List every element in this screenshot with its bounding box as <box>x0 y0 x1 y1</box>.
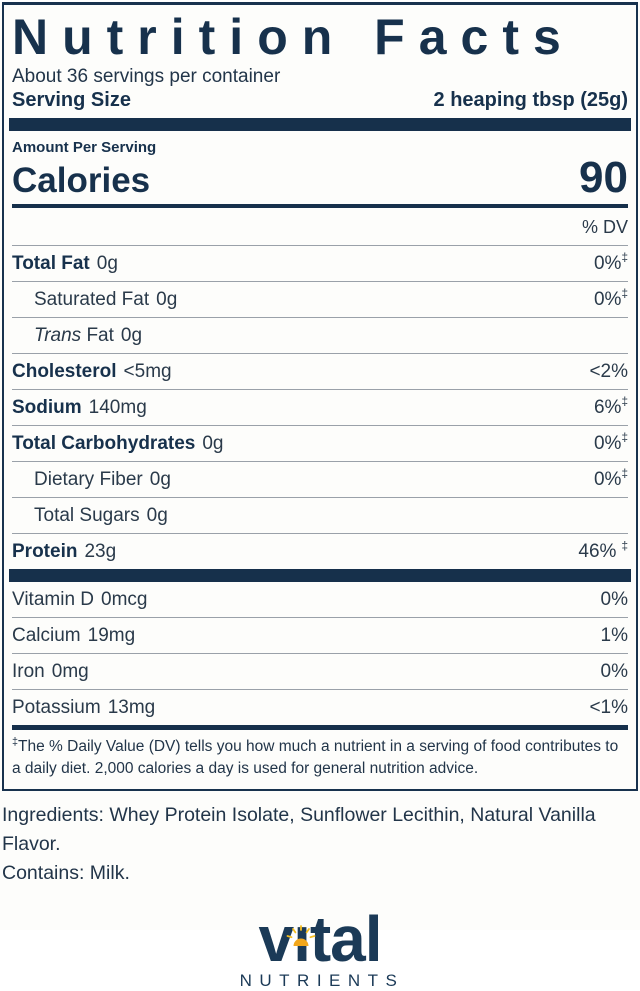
percent-dv-header: % DV <box>581 217 628 238</box>
nutrient-name: Protein 23g <box>12 541 117 563</box>
servings-per-container: About 36 servings per container <box>12 66 281 87</box>
nutrient-name: Saturated Fat 0g <box>34 289 178 311</box>
brand-logo: vı tal NUTRIENTS <box>0 907 640 991</box>
nutrient-name: Potassium 13mg <box>12 697 156 719</box>
nutrient-amount: 0mcg <box>101 589 148 611</box>
serving-size-label: Serving Size <box>12 89 131 111</box>
ingredients-block: Ingredients: Whey Protein Isolate, Sunfl… <box>2 801 632 889</box>
divider-above-footnote <box>12 725 628 731</box>
nutrient-amount: 140mg <box>88 397 147 419</box>
nutrient-amount: 19mg <box>87 625 136 647</box>
divider-under-calories <box>12 204 628 209</box>
nutrient-row: Calcium 19mg 1% <box>12 617 628 653</box>
nutrient-row: Cholesterol <5mg <2% <box>12 353 628 389</box>
calories-label: Calories <box>12 161 151 200</box>
divider-thick-protein <box>9 569 631 583</box>
panel-title: Nutrition Facts <box>12 12 575 62</box>
calories-value: 90 <box>579 153 628 202</box>
brand-wordmark: vı tal <box>258 907 382 971</box>
footnote-text: The % Daily Value (DV) tells you how muc… <box>12 738 619 778</box>
serving-size-row: Serving Size 2 heaping tbsp (25g) <box>12 89 628 112</box>
nutrient-dv: 6%‡ <box>593 395 628 419</box>
nutrient-row: Iron 0mg 0% <box>12 653 628 689</box>
vitamin-rows: Vitamin D 0mcg 0% Calcium 19mg 1% Iron 0mg 0% Pot… <box>4 582 636 725</box>
nutrient-name: Iron 0mg <box>12 661 89 683</box>
nutrient-row: Vitamin D 0mcg 0% <box>12 582 628 617</box>
nutrient-amount: 0g <box>120 325 143 347</box>
nutrient-row: Total Fat 0g 0%‡ <box>12 245 628 281</box>
nutrient-name: Total Carbohydrates 0g <box>12 433 224 455</box>
daily-value-footnote: ‡The % Daily Value (DV) tells you how mu… <box>4 730 636 789</box>
nutrient-row: Saturated Fat 0g 0%‡ <box>12 281 628 317</box>
nutrient-name: Calcium 19mg <box>12 625 136 647</box>
footnote-dagger-marker: ‡ <box>12 736 19 749</box>
nutrient-name: Dietary Fiber 0g <box>34 469 171 491</box>
nutrient-amount: 23g <box>84 541 117 563</box>
nutrient-dv: 0% <box>600 589 628 611</box>
nutrient-dv: 0% <box>600 661 628 683</box>
nutrient-amount: 0g <box>146 505 168 527</box>
nutrient-row: Total Carbohydrates 0g 0%‡ <box>12 425 628 461</box>
nutrient-amount: 13mg <box>107 697 156 719</box>
nutrient-amount: 0g <box>156 289 178 311</box>
contains-line: Contains: Milk. <box>2 862 130 885</box>
calories-row: Calories 90 <box>12 156 628 201</box>
nutrient-amount: 0mg <box>51 661 89 683</box>
nutrient-amount: <5mg <box>123 361 172 383</box>
nutrient-name: Total Sugars 0g <box>34 505 168 527</box>
nutrient-row: Trans Fat 0g <box>12 317 628 353</box>
nutrient-amount: 0g <box>202 433 224 455</box>
wordmark-post: tal <box>309 902 383 975</box>
nutrient-row: Potassium 13mg <1% <box>12 689 628 725</box>
nutrient-dv: 0%‡ <box>593 431 628 455</box>
nutrient-name: Cholesterol <5mg <box>12 361 172 383</box>
nutrient-amount: 0g <box>149 469 171 491</box>
nutrient-name: Trans Fat 0g <box>34 325 143 347</box>
nutrient-row: Total Sugars 0g <box>12 497 628 533</box>
nutrient-dv: 1% <box>600 625 628 647</box>
nutrient-name: Sodium 140mg <box>12 397 147 419</box>
nutrient-row: Dietary Fiber 0g 0%‡ <box>12 461 628 497</box>
divider-thick-top <box>9 118 631 131</box>
nutrient-dv: <2% <box>589 361 628 383</box>
nutrient-dv: 46% ‡ <box>578 539 628 563</box>
wordmark-i: ı <box>287 907 316 971</box>
nutrient-row: Protein 23g 46% ‡ <box>12 533 628 569</box>
nutrient-rows: Total Fat 0g 0%‡ Saturated Fat 0g 0%‡ Trans Fa… <box>4 245 636 569</box>
nutrient-amount: 0g <box>96 253 118 275</box>
nutrient-dv: 0%‡ <box>593 251 628 275</box>
amount-per-serving-label: Amount Per Serving <box>12 139 157 156</box>
serving-size-value: 2 heaping tbsp (25g) <box>433 89 628 111</box>
ingredients-line: Ingredients: Whey Protein Isolate, Sunfl… <box>2 803 596 856</box>
nutrient-name: Vitamin D 0mcg <box>12 589 148 611</box>
nutrient-dv: 0%‡ <box>593 467 628 491</box>
nutrition-facts-panel: Nutrition Facts About 36 servings per co… <box>2 2 638 791</box>
nutrient-name: Total Fat 0g <box>12 253 118 275</box>
wordmark-pre: v <box>258 902 294 975</box>
nutrient-row: Sodium 140mg 6%‡ <box>12 389 628 425</box>
nutrient-dv: <1% <box>589 697 628 719</box>
nutrient-dv: 0%‡ <box>593 287 628 311</box>
